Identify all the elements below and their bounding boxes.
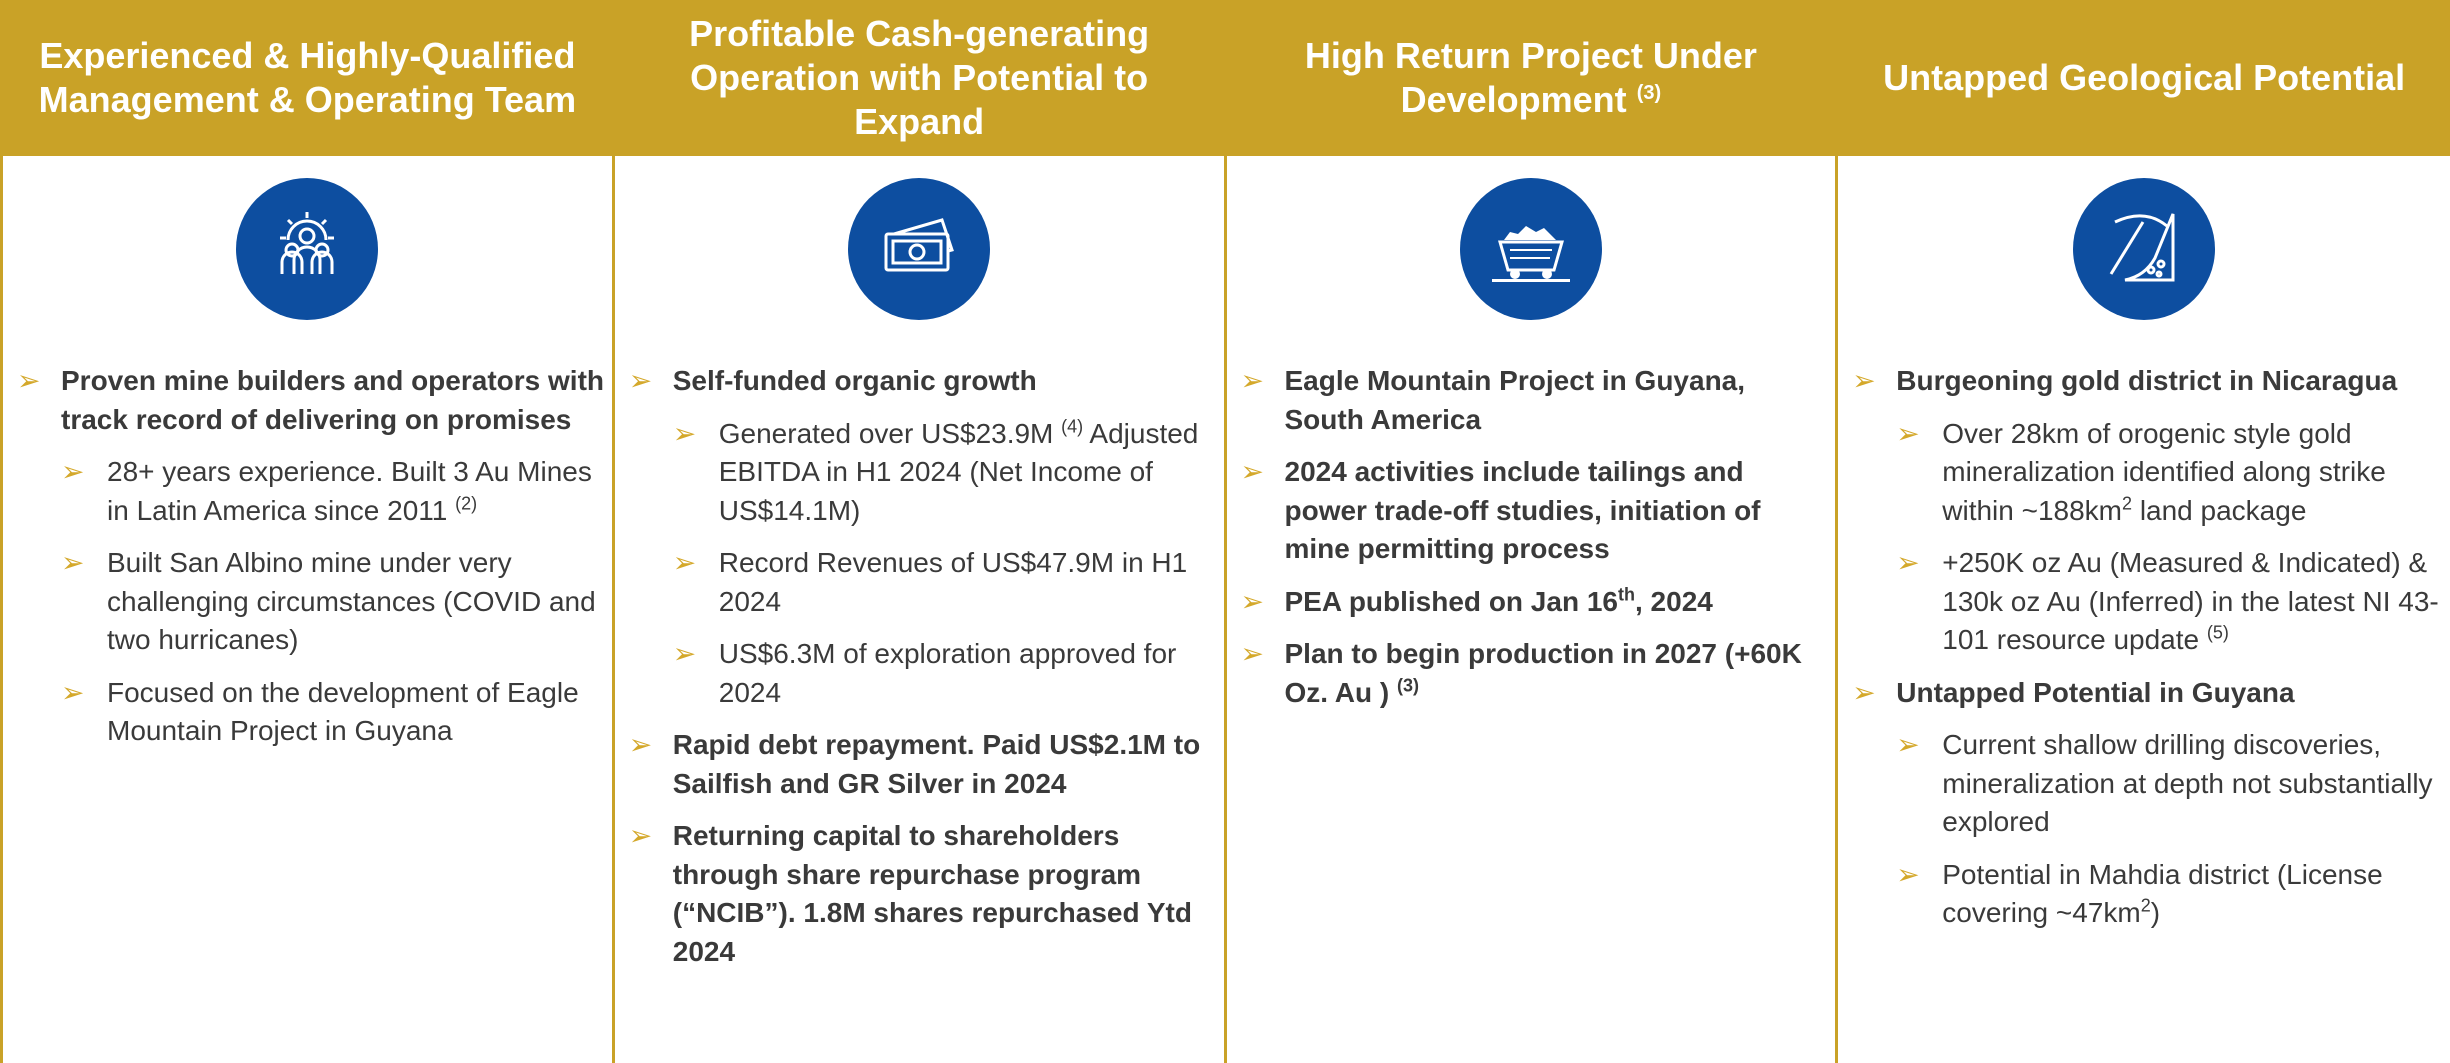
text: Proven mine builders and operators with … (61, 365, 604, 435)
superscript: (4) (1061, 416, 1084, 437)
superscript: 2 (2140, 895, 2151, 916)
text: Focused on the development of Eagle Moun… (107, 676, 579, 747)
sub-bullet: Built San Albino mine under very challen… (61, 544, 606, 660)
text: Burgeoning gold district in Nicaragua (1896, 365, 2398, 396)
bullet-list: Eagle Mountain Project in Guyana, South … (1227, 362, 1830, 726)
sub-bullet: +250K oz Au (Measured & Indicated) & 130… (1896, 544, 2444, 660)
text: , 2024 (1634, 585, 1713, 617)
text: Untapped Potential in Guyana (1896, 676, 2295, 708)
text: Potential in Mahdia district (License co… (1942, 858, 2383, 929)
bullet-list: Burgeoning gold district in Nicaragua Ove… (1838, 362, 2444, 947)
superscript: (3) (1636, 82, 1662, 104)
bullet: Untapped Potential in Guyana Current shal… (1838, 674, 2444, 933)
sub-bullet: Potential in Mahdia district (License co… (1896, 856, 2444, 933)
icon (236, 178, 379, 320)
text: Generated over US$23.9M (718, 417, 1054, 449)
bullet: Self-funded organic growth Generated over… (615, 362, 1218, 712)
column: Untapped Geological Potential Burgeoning … (1838, 0, 2450, 1063)
icon (848, 178, 991, 320)
text: 2024 activities include tailings and pow… (1284, 456, 1761, 564)
bullet: Eagle Mountain Project in Guyana, South … (1227, 362, 1830, 439)
text: 28+ years experience. Built 3 Au Mines i… (107, 456, 592, 526)
text: Over 28km of orogenic style gold mineral… (1942, 417, 2386, 526)
header-title: Untapped Geological Potential (1883, 56, 2405, 100)
bullet: Returning capital to shareholders throug… (615, 817, 1218, 971)
text: Built San Albino mine under very challen… (107, 547, 596, 655)
superscript: 2 (2122, 493, 2133, 514)
sub-bullet: 28+ years experience. Built 3 Au Mines i… (61, 453, 606, 530)
text: Record Revenues of US$47.9M in H1 2024 (718, 547, 1188, 617)
header-title: High Return Project Under Development (3… (1245, 34, 1818, 122)
column-header: High Return Project Under Development (3… (1226, 0, 1836, 156)
bullet: Rapid debt repayment. Paid US$2.1M to Sa… (615, 726, 1218, 803)
bullet: Burgeoning gold district in Nicaragua Ove… (1838, 362, 2444, 660)
title: Untapped Geological Potential (1883, 57, 2406, 98)
title: High Return Project Under Development (1304, 35, 1757, 120)
sub-bullet: Generated over US$23.9M (4) Adjusted EBI… (673, 415, 1218, 531)
bullet: Plan to begin production in 2027 (+60K O… (1227, 635, 1830, 712)
text: Rapid debt repayment. Paid US$2.1M to Sa… (672, 729, 1201, 799)
superscript: (5) (2206, 622, 2229, 643)
text: Returning capital to shareholders throug… (672, 820, 1192, 967)
text: Self-funded organic growth (672, 365, 1037, 396)
text: +250K oz Au (Measured & Indicated) & 130… (1942, 547, 2439, 655)
text: Eagle Mountain Project in Guyana, South … (1284, 365, 1746, 435)
text: ) (2150, 897, 2161, 928)
column: High Return Project Under Development (3… (1226, 0, 1839, 1063)
bullet: Proven mine builders and operators with … (3, 362, 606, 751)
text: US$6.3M of exploration approved for 2024 (718, 638, 1177, 708)
bullet: PEA published on Jan 16th, 2024 (1227, 583, 1830, 622)
superscript: th (1617, 584, 1635, 605)
header-title: Profitable Cash-generating Operation wit… (633, 12, 1206, 144)
title: Profitable Cash-generating Operation wit… (689, 13, 1150, 142)
sub-bullet: Focused on the development of Eagle Moun… (61, 674, 606, 751)
sub-bullet: US$6.3M of exploration approved for 2024 (673, 635, 1218, 712)
sub-bullet: Current shallow drilling discoveries, mi… (1896, 726, 2444, 842)
column: Experienced & Highly-Qualified Managemen… (3, 0, 615, 1063)
text: PEA published on Jan 16 (1284, 585, 1618, 617)
column-header: Untapped Geological Potential (1838, 0, 2450, 156)
bullet-list: Proven mine builders and operators with … (3, 362, 606, 765)
superscript: (3) (1397, 675, 1420, 696)
text: land package (2139, 494, 2307, 526)
text: Plan to begin production in 2027 (+60K O… (1284, 638, 1802, 708)
text: Adjusted EBITDA in H1 2024 (Net Income o… (718, 417, 1199, 526)
sub-bullet: Record Revenues of US$47.9M in H1 2024 (673, 544, 1218, 621)
icon (1459, 178, 1602, 320)
header-title: Experienced & Highly-Qualified Managemen… (21, 34, 594, 122)
icon (2073, 178, 2216, 320)
column: Profitable Cash-generating Operation wit… (614, 0, 1227, 1063)
bullet-list: Self-funded organic growth Generated over… (615, 362, 1218, 985)
bullet: 2024 activities include tailings and pow… (1227, 453, 1830, 569)
title: Experienced & Highly-Qualified Managemen… (38, 35, 577, 120)
superscript: (2) (455, 493, 478, 514)
column-header: Experienced & Highly-Qualified Managemen… (3, 0, 612, 156)
sub-bullet: Over 28km of orogenic style gold mineral… (1896, 415, 2444, 531)
column-header: Profitable Cash-generating Operation wit… (614, 0, 1224, 156)
text: Current shallow drilling discoveries, mi… (1942, 729, 2433, 837)
